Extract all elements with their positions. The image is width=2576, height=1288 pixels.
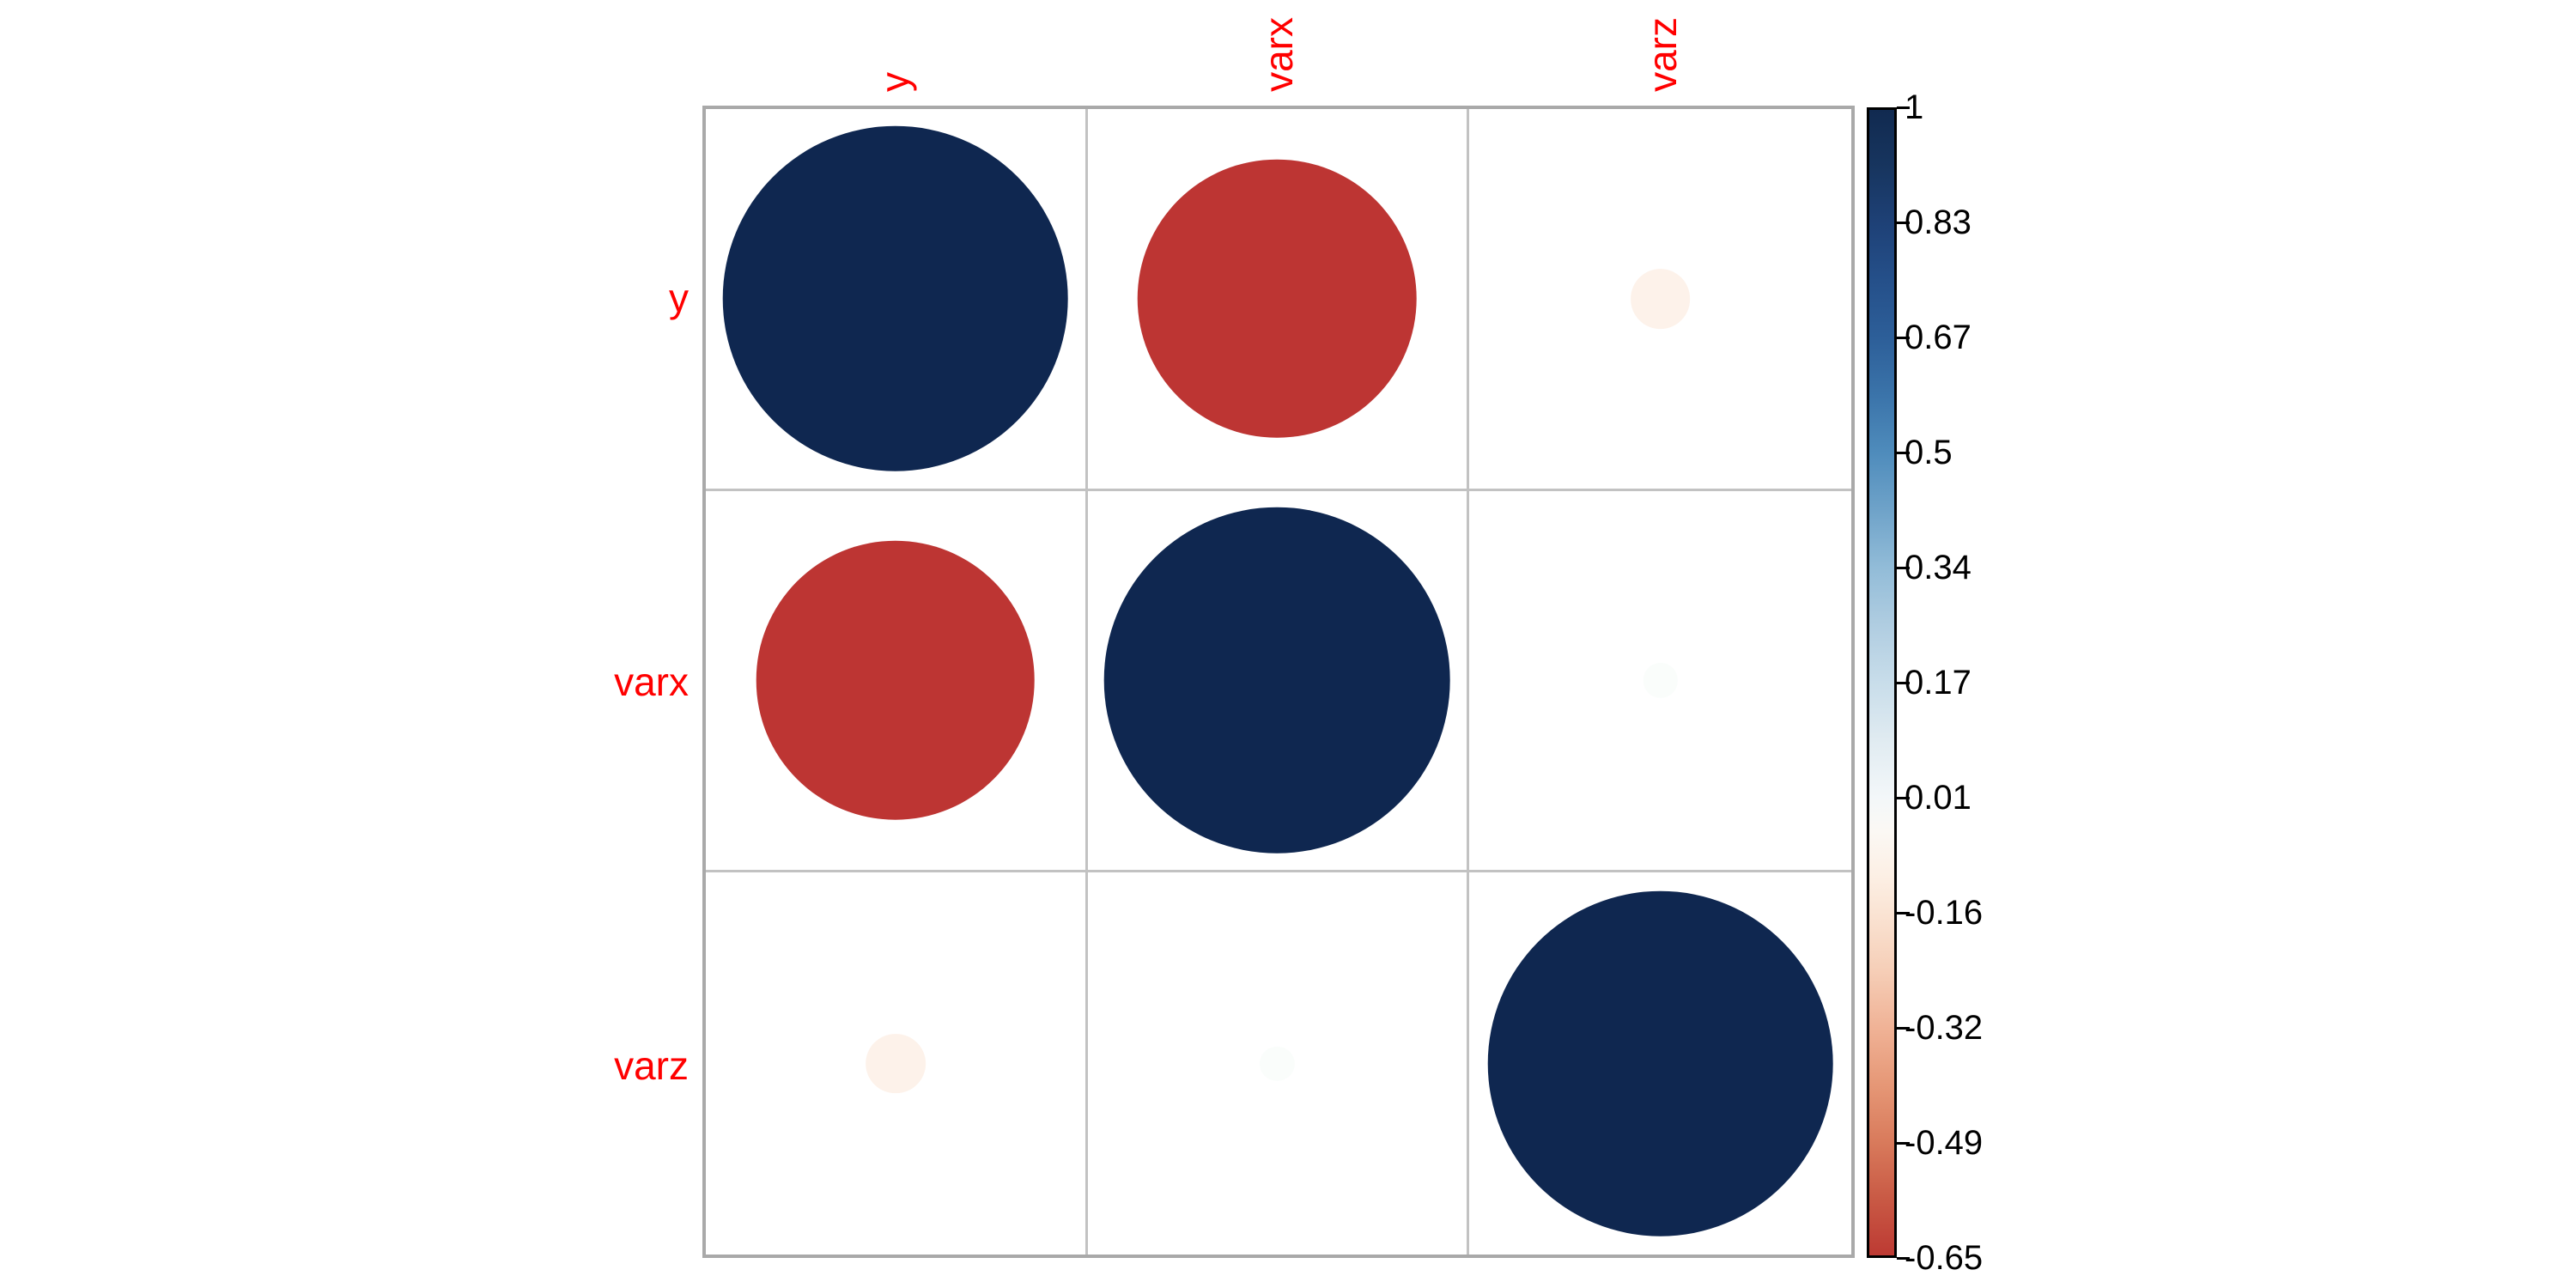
- row-label-varz: varz: [614, 1043, 689, 1089]
- matrix-cell-varx-y: [706, 490, 1088, 873]
- matrix-cell-y-varz: [1469, 109, 1851, 491]
- colorbar-tick-label: 0.01: [1905, 779, 1971, 817]
- matrix-cell-varz-varx: [1088, 872, 1470, 1255]
- matrix-cell-varz-varz: [1469, 872, 1851, 1255]
- colorbar-tick-label: -0.49: [1905, 1124, 1984, 1162]
- matrix-cell-y-varx: [1087, 109, 1470, 491]
- row-label-varx: varx: [614, 659, 689, 704]
- colorbar-tick-label: -0.32: [1905, 1009, 1984, 1047]
- column-label-varx: varx: [1256, 17, 1301, 92]
- row-label-y: y: [669, 275, 689, 320]
- colorbar-tick: [1897, 106, 1910, 109]
- column-label-y: y: [872, 72, 917, 92]
- colorbar-tick-label: 1: [1905, 88, 1924, 126]
- colorbar-tick: [1897, 221, 1910, 224]
- colorbar-tick: [1897, 566, 1910, 569]
- colorbar-tick: [1897, 336, 1910, 339]
- colorbar-tick-label: 0.67: [1905, 319, 1971, 356]
- colorbar-tick: [1897, 1026, 1910, 1030]
- colorbar-tick-label: 0.83: [1905, 204, 1971, 241]
- correlation-circle-varx-varx: [1104, 507, 1450, 854]
- colorbar-tick-label: 0.34: [1905, 549, 1971, 586]
- matrix-cell-varx-varx: [1087, 490, 1470, 873]
- colorbar-tick: [1897, 681, 1910, 684]
- correlation-circle-varx-varz: [1643, 663, 1678, 698]
- colorbar-tick: [1897, 796, 1910, 799]
- correlation-circle-varz-y: [865, 1033, 926, 1094]
- matrix-cell-varz-y: [706, 872, 1088, 1255]
- correlation-circle-varx-y: [756, 541, 1036, 820]
- colorbar-tick-label: 0.17: [1905, 664, 1971, 702]
- colorbar-tick-label: -0.65: [1905, 1239, 1984, 1277]
- colorbar-gradient: [1867, 107, 1897, 1258]
- colorbar-tick-label: -0.16: [1905, 894, 1984, 932]
- column-label-varz: varz: [1640, 17, 1686, 92]
- correlation-circle-varz-varx: [1260, 1046, 1295, 1081]
- colorbar-tick: [1897, 451, 1910, 454]
- matrix-cell-varx-varz: [1469, 491, 1851, 873]
- correlation-circle-y-y: [722, 125, 1069, 472]
- correlation-matrix-grid: [702, 106, 1855, 1258]
- colorbar-tick-label: 0.5: [1905, 434, 1953, 471]
- matrix-cell-y-y: [706, 109, 1088, 491]
- correlation-circle-y-varz: [1630, 268, 1691, 329]
- correlation-circle-y-varx: [1138, 159, 1417, 439]
- colorbar-tick: [1897, 1141, 1910, 1145]
- colorbar-tick: [1897, 911, 1910, 914]
- colorbar-tick: [1897, 1256, 1910, 1260]
- correlation-circle-varz-varz: [1487, 890, 1833, 1236]
